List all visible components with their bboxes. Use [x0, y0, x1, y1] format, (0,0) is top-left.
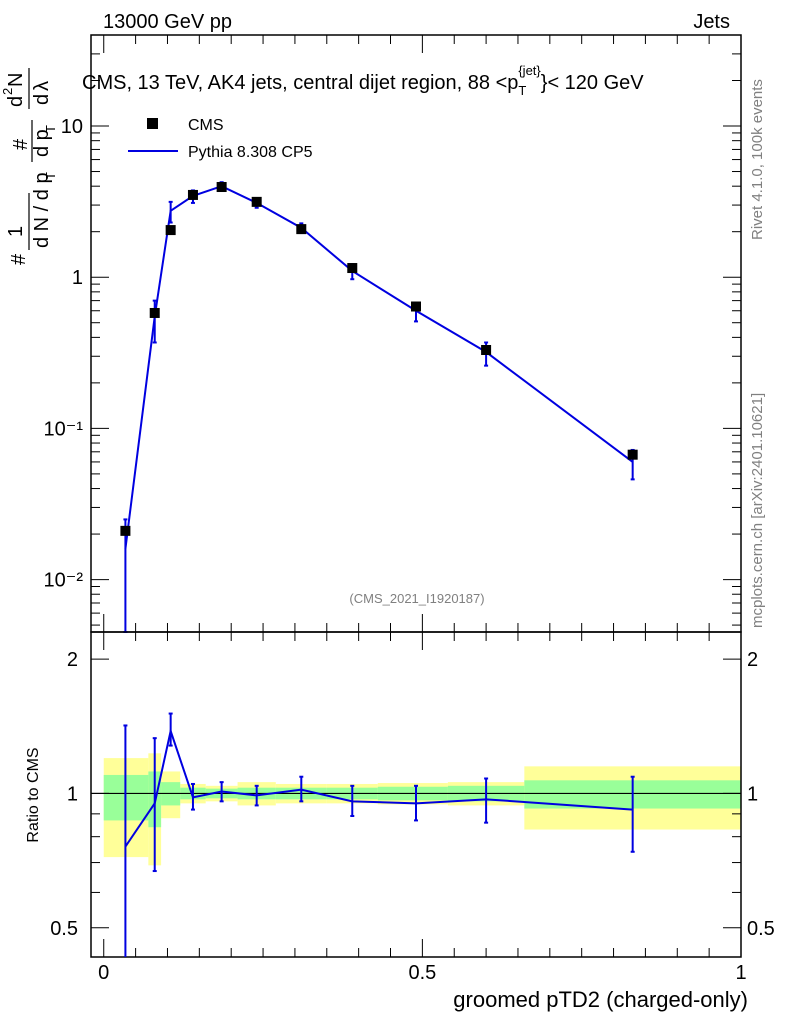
y-tick-label: 1	[72, 267, 83, 289]
ratio-bands	[103, 753, 741, 866]
y-tick-label: 10⁻¹	[44, 418, 84, 440]
ratio-y-tick-label-left: 1	[67, 783, 78, 805]
header-left: 13000 GeV pp	[103, 11, 232, 33]
cms-marker	[120, 525, 131, 536]
main-ylabel-one: 1	[5, 226, 27, 237]
ratio-y-tick-label-left: 0.5	[50, 918, 78, 940]
ratio-ylabel: Ratio to CMS	[25, 747, 42, 842]
ratio-y-tick-label-right: 1	[747, 783, 758, 805]
x-tick-label: 0	[98, 962, 109, 984]
ratio-y-tick-label-right: 2	[747, 649, 758, 671]
cms-marker	[347, 263, 358, 274]
cms-marker	[411, 301, 421, 312]
cms-marker	[149, 307, 160, 318]
main-ylabel-dpt: d p	[31, 129, 53, 157]
main-marks	[120, 181, 638, 633]
legend-pythia-label: Pythia 8.308 CP5	[188, 144, 313, 161]
rivet-label: Rivet 4.1.0, 100k events	[749, 79, 766, 240]
cms-marker	[187, 189, 198, 200]
x-axis-label: groomed pTD2 (charged-only)	[453, 987, 748, 1012]
x-tick-label: 1	[735, 962, 746, 984]
ratio-panel: 0.5 0.51 12 20 0.5 1 Ratio to CMS groomed pTD…	[25, 631, 775, 1012]
y-tick-label: 10⁻²	[44, 570, 84, 592]
main-ylabel-dndpt: d N / d p	[31, 172, 53, 248]
mcplots-label: mcplots.cern.ch [arXiv:2401.10621]	[749, 393, 766, 628]
main-ylabel-d: d	[5, 96, 27, 107]
main-ylabel-lambda: λ	[31, 81, 53, 91]
main-ylabel-d2: d	[31, 94, 53, 105]
cms-marker	[627, 449, 638, 460]
main-ylabel-hash1: #	[8, 253, 30, 265]
legend-cms-marker	[147, 118, 158, 129]
main-ylabel: # 1 d N / d p T # d p T d 2 N d λ	[0, 68, 58, 265]
ratio-frame	[90, 631, 742, 958]
header-right: Jets	[693, 11, 730, 33]
main-ylabel-sub-t1: T	[43, 172, 58, 180]
main-title: CMS, 13 TeV, AK4 jets, central dijet reg…	[82, 63, 644, 98]
y-tick-label: 10	[61, 116, 83, 138]
legend-cms-label: CMS	[188, 117, 224, 134]
cms-marker	[296, 224, 307, 235]
legend: CMS Pythia 8.308 CP5	[128, 117, 313, 161]
main-ylabel-hash2: #	[10, 138, 32, 150]
main-panel: 10⁻² 10⁻¹ 1 10 CMS, 13 TeV, AK4 jets, centr…	[0, 34, 742, 633]
analysis-tag: (CMS_2021_I1920187)	[349, 591, 484, 606]
cms-marker	[216, 182, 227, 193]
main-ylabel-n: N	[5, 73, 27, 87]
x-tick-label: 0.5	[408, 962, 436, 984]
cms-marker	[165, 225, 176, 236]
ratio-marks	[123, 712, 635, 957]
ratio-y-tick-label-left: 2	[67, 649, 78, 671]
main-ylabel-sup-2: 2	[0, 88, 15, 95]
mc-line	[124, 185, 634, 549]
ratio-mc-line	[124, 727, 633, 848]
ratio-y-tick-label-right: 0.5	[747, 918, 775, 940]
cms-marker	[251, 196, 262, 207]
main-ylabel-sub-t2: T	[43, 125, 58, 133]
main-ticks: 10⁻² 10⁻¹ 1 10	[44, 34, 742, 632]
cms-marker	[481, 344, 492, 355]
